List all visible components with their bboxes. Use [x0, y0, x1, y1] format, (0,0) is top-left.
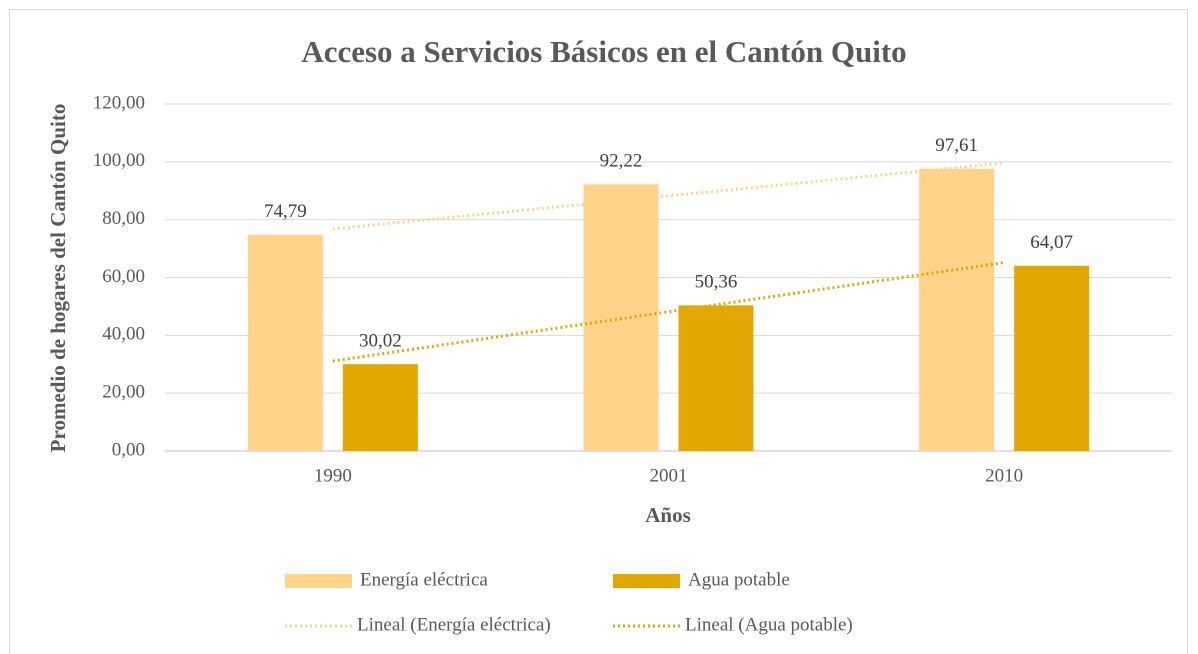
y-tick-label: 40,00	[102, 324, 145, 345]
legend-swatch	[285, 574, 352, 588]
y-tick-label: 80,00	[102, 208, 145, 229]
chart-title: Acceso a Servicios Básicos en el Cantón …	[301, 34, 906, 69]
data-label: 92,22	[600, 151, 643, 172]
legend-label: Lineal (Agua potable)	[685, 614, 853, 635]
y-tick-label: 60,00	[102, 266, 145, 287]
legend-label: Energía eléctrica	[360, 569, 488, 590]
data-label: 50,36	[695, 272, 738, 293]
y-tick-label: 120,00	[93, 92, 145, 113]
data-label: 64,07	[1030, 232, 1073, 253]
y-tick-label: 0,00	[112, 439, 145, 460]
x-axis-title: Años	[645, 503, 691, 527]
data-label: 97,61	[935, 135, 978, 156]
bar	[342, 364, 418, 451]
legend-label: Lineal (Energía eléctrica)	[357, 614, 551, 635]
trendline	[332, 261, 1005, 363]
x-tick-label: 2001	[650, 465, 688, 486]
data-label: 30,02	[359, 331, 402, 352]
y-tick-label: 20,00	[102, 382, 145, 403]
legend-label: Agua potable	[688, 569, 790, 590]
y-axis-title: Promedio de hogares del Cantón Quito	[46, 104, 70, 453]
y-tick-label: 100,00	[93, 150, 145, 171]
bar	[1014, 265, 1090, 451]
legend-swatch	[613, 574, 680, 588]
bar	[919, 168, 995, 451]
bar	[247, 234, 323, 451]
x-tick-label: 2010	[985, 465, 1023, 486]
data-label: 74,79	[264, 201, 307, 222]
bar	[678, 305, 754, 451]
x-tick-label: 1990	[314, 465, 352, 486]
